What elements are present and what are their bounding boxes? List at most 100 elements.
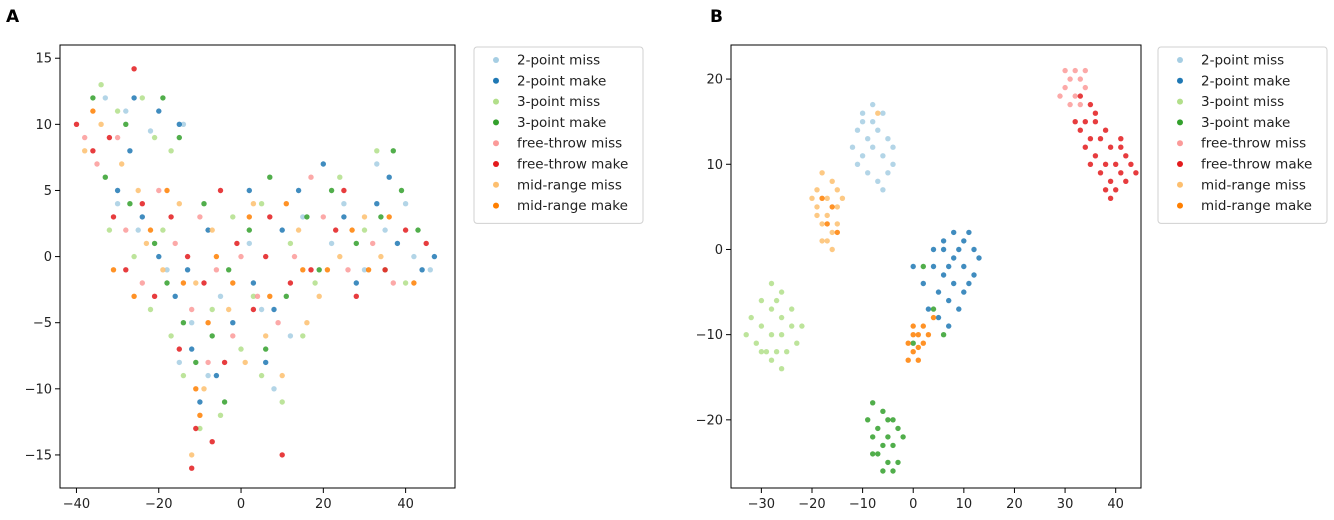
panel-a-legend-marker — [493, 140, 499, 147]
panel-b-point-2-point-make — [920, 280, 926, 287]
panel-a-point-mid-range-make — [365, 267, 372, 273]
panel-a-point-mid-range-miss — [263, 333, 269, 339]
panel-a-point-2-point-make — [320, 161, 326, 167]
panel-a-ytick-label: 5 — [44, 184, 52, 199]
panel-b-point-3-point-miss — [743, 332, 749, 338]
panel-b-point-2-point-miss — [865, 136, 871, 142]
panel-a-point-mid-range-make — [349, 227, 355, 233]
panel-b-point-3-point-make — [940, 332, 947, 338]
panel-b-point-free-throw-make — [1092, 153, 1099, 159]
panel-b-point-3-point-miss — [773, 349, 780, 355]
panel-a-point-2-point-make — [386, 174, 392, 180]
panel-b-point-2-point-miss — [870, 101, 876, 108]
panel-a-xtick-label: −20 — [145, 497, 172, 512]
panel-b-point-mid-range-miss — [839, 195, 846, 201]
panel-a-point-mid-range-miss — [143, 240, 150, 247]
panel-b-point-2-point-make — [930, 263, 937, 270]
panel-b-ytick-label: 20 — [706, 73, 723, 88]
panel-b-point-mid-range-miss — [829, 178, 835, 184]
panel-a-point-free-throw-make — [263, 253, 269, 260]
panel-a-legend-marker — [493, 161, 499, 167]
panel-b-point-2-point-make — [956, 306, 962, 312]
panel-a-point-mid-range-make — [300, 267, 306, 273]
panel-a-point-2-point-miss — [402, 201, 409, 207]
panel-b-point-2-point-make — [951, 280, 957, 287]
panel-a-point-3-point-make — [226, 267, 232, 273]
panel-b-point-3-point-miss — [773, 297, 780, 304]
panel-b-point-free-throw-miss — [1067, 101, 1073, 108]
panel-b-legend-marker — [1177, 119, 1183, 126]
panel-b-point-3-point-make — [910, 340, 916, 346]
panel-a-point-2-point-make — [189, 346, 195, 352]
panel-b-point-free-throw-miss — [1062, 84, 1068, 91]
panel-b-point-mid-range-miss — [814, 212, 820, 219]
panel-a-point-free-throw-miss — [205, 359, 211, 366]
panel-b-point-free-throw-make — [1107, 195, 1114, 201]
panel-b-point-3-point-make — [890, 468, 896, 474]
panel-a-point-mid-range-make — [147, 227, 154, 233]
panel-a-point-3-point-miss — [279, 399, 285, 405]
panel-a-point-3-point-make — [123, 121, 129, 128]
panel-a-point-2-point-miss — [180, 121, 187, 128]
panel-a-point-free-throw-make — [110, 214, 117, 220]
panel-a-point-free-throw-miss — [213, 267, 220, 273]
panel-a-point-2-point-miss — [300, 214, 306, 220]
panel-a-point-free-throw-make — [423, 240, 429, 247]
panel-b-point-mid-range-miss — [829, 246, 835, 253]
panel-a-point-2-point-make — [230, 320, 236, 326]
panel-a-point-free-throw-miss — [275, 320, 281, 326]
panel-a-legend — [473, 46, 644, 224]
panel-a-point-3-point-make — [267, 174, 273, 180]
panel-a-point-2-point-miss — [341, 201, 347, 207]
panel-b-point-free-throw-make — [1082, 119, 1089, 125]
panel-b-point-2-point-make — [935, 314, 942, 321]
panel-b-point-2-point-make — [925, 306, 932, 312]
panel-a-legend-label: mid-range make — [517, 198, 628, 214]
panel-b-point-mid-range-miss — [829, 229, 835, 236]
panel-a-point-3-point-make — [180, 320, 187, 326]
panel-a-point-3-point-miss — [151, 134, 158, 141]
panel-b-point-3-point-miss — [778, 289, 785, 295]
panel-b-point-free-throw-make — [1077, 127, 1084, 133]
panel-a-point-free-throw-make — [209, 439, 215, 445]
panel-b-point-2-point-miss — [859, 119, 866, 125]
panel-a-point-free-throw-make — [402, 227, 409, 233]
panel-b-ytick-label: −10 — [696, 328, 723, 343]
panel-a-point-free-throw-miss — [123, 227, 129, 233]
panel-a-point-2-point-make — [263, 359, 269, 366]
panel-b-ytick-label: 10 — [706, 158, 723, 173]
panel-a-point-2-point-miss — [271, 386, 277, 392]
panel-a-point-mid-range-miss — [337, 253, 343, 260]
panel-a-point-mid-range-make — [164, 187, 170, 194]
panel-a-ytick-label: −10 — [25, 382, 52, 397]
panel-b-point-3-point-miss — [758, 297, 765, 304]
panel-a-point-2-point-make — [197, 399, 203, 405]
panel-a-point-free-throw-make — [353, 293, 359, 299]
panel-b-point-2-point-make — [961, 289, 967, 295]
panel-b-point-mid-range-miss — [824, 212, 830, 219]
panel-a-point-2-point-make — [156, 253, 162, 260]
panel-b-point-free-throw-miss — [1077, 76, 1084, 82]
panel-b-point-3-point-make — [920, 263, 926, 270]
panel-b-xtick-label: 0 — [909, 497, 917, 512]
panel-a-point-2-point-make — [419, 267, 425, 273]
panel-a-legend-marker — [493, 77, 499, 84]
panel-a-point-mid-range-miss — [98, 121, 104, 128]
panel-b-point-2-point-miss — [870, 119, 876, 125]
panel-a-point-2-point-make — [176, 121, 182, 128]
panel-a-legend-label: free-throw miss — [517, 136, 622, 152]
panel-a-point-3-point-miss — [300, 333, 306, 339]
panel-a-point-free-throw-miss — [172, 240, 178, 247]
panel-a-point-2-point-miss — [123, 108, 129, 114]
panel-b-point-3-point-make — [930, 306, 937, 312]
panel-b-point-3-point-miss — [789, 306, 795, 312]
panel-a-point-mid-range-miss — [304, 320, 310, 326]
panel-b-point-3-point-miss — [748, 314, 754, 321]
panel-b-point-3-point-make — [890, 442, 896, 449]
panel-a-legend-marker — [493, 202, 499, 209]
panel-b-legend-label: 2-point miss — [1201, 53, 1284, 69]
panel-b-point-3-point-make — [870, 451, 876, 457]
panel-a-point-2-point-make — [394, 240, 401, 247]
panel-b-point-3-point-make — [885, 434, 891, 440]
